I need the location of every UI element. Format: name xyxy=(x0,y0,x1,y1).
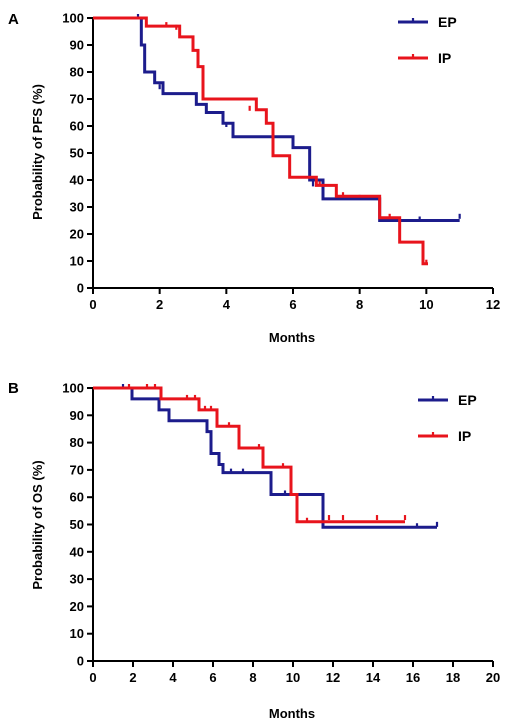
y-tick-label: 80 xyxy=(70,65,84,80)
ip-survival-curve xyxy=(93,386,405,524)
x-tick-label: 2 xyxy=(129,670,136,685)
x-tick-label: 0 xyxy=(89,297,96,312)
y-tick-label: 100 xyxy=(62,381,84,396)
panel-a-x-axis-title: Months xyxy=(269,330,315,345)
x-tick-label: 10 xyxy=(286,670,300,685)
x-tick-label: 8 xyxy=(249,670,256,685)
x-tick-label: 10 xyxy=(419,297,433,312)
y-tick-label: 10 xyxy=(70,626,84,641)
y-tick-label: 30 xyxy=(70,200,84,215)
y-tick-label: 20 xyxy=(70,227,84,242)
x-tick-label: 0 xyxy=(89,670,96,685)
legend-ip-label: IP xyxy=(438,50,451,66)
y-tick-label: 0 xyxy=(77,654,84,669)
y-tick-label: 70 xyxy=(70,462,84,477)
panel-a-axes: 0 10 20 30 40 50 60 70 80 90 100 0 2 4 6 8 10 12 xyxy=(62,11,500,313)
ep-survival-curve xyxy=(93,386,437,529)
legend-ep-label: EP xyxy=(438,14,457,30)
x-tick-label: 16 xyxy=(406,670,420,685)
y-tick-label: 10 xyxy=(70,254,84,269)
x-tick-label: 6 xyxy=(209,670,216,685)
x-tick-label: 4 xyxy=(169,670,177,685)
y-tick-label: 40 xyxy=(70,173,84,188)
x-tick-label: 2 xyxy=(156,297,163,312)
y-tick-label: 90 xyxy=(70,408,84,423)
panel-b-letter: B xyxy=(8,380,19,397)
y-tick-label: 50 xyxy=(70,146,84,161)
x-tick-label: 20 xyxy=(486,670,500,685)
legend-ip-label: IP xyxy=(458,428,471,444)
x-tick-label: 6 xyxy=(289,297,296,312)
y-tick-label: 50 xyxy=(70,517,84,532)
y-tick-label: 20 xyxy=(70,599,84,614)
y-tick-label: 40 xyxy=(70,544,84,559)
panel-b-plot-area xyxy=(93,384,439,529)
legend-ep-label: EP xyxy=(458,392,477,408)
panel-a-pfs-chart: A Probability of PFS (%) Months 01020304… xyxy=(8,11,500,346)
panel-b-x-axis-title: Months xyxy=(269,706,315,721)
y-tick-label: 60 xyxy=(70,119,84,134)
ep-survival-curve xyxy=(93,16,460,222)
panel-b-y-axis-title: Probability of OS (%) xyxy=(30,460,45,589)
x-tick-label: 4 xyxy=(223,297,231,312)
y-tick-label: 100 xyxy=(62,11,84,26)
panel-a-letter: A xyxy=(8,11,19,28)
y-tick-label: 90 xyxy=(70,38,84,53)
panel-a-legend: EP IP xyxy=(398,14,457,66)
x-tick-label: 12 xyxy=(326,670,340,685)
panel-b-axes: 0 10 20 30 40 50 60 70 80 90 100 0 2 4 6 8 10 12 14 16 18 20 xyxy=(62,381,500,686)
x-tick-label: 12 xyxy=(486,297,500,312)
x-tick-label: 14 xyxy=(366,670,381,685)
ip-survival-curve xyxy=(93,16,428,266)
panel-b-os-chart: B Probability of OS (%) Months 010203040… xyxy=(8,380,500,721)
y-tick-label: 60 xyxy=(70,490,84,505)
y-tick-label: 80 xyxy=(70,435,84,450)
x-tick-label: 8 xyxy=(356,297,363,312)
x-tick-label: 18 xyxy=(446,670,460,685)
y-tick-label: 70 xyxy=(70,92,84,107)
panel-a-plot-area xyxy=(93,14,461,266)
panel-b-legend: EP IP xyxy=(418,392,477,444)
y-tick-label: 30 xyxy=(70,572,84,587)
y-tick-label: 0 xyxy=(77,281,84,296)
panel-a-y-axis-title: Probability of PFS (%) xyxy=(30,84,45,220)
